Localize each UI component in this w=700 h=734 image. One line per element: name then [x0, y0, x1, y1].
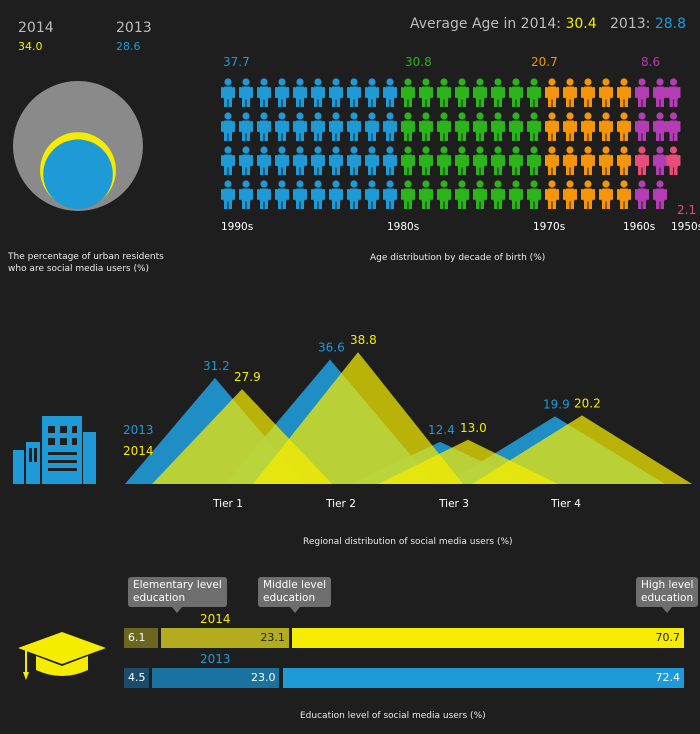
regional-chart: 31.2 36.6 12.4 19.9 27.9 38.8 13.0 20.2 Tier 1 Ti… — [123, 333, 692, 510]
education-bar-label: 23.0 — [250, 671, 276, 684]
decade-label: 1960s — [623, 221, 655, 233]
regional-value-2014: 20.2 — [574, 396, 601, 410]
average-age-2013-label: 2013: — [610, 16, 651, 32]
average-age: Average Age in 2014: 30.4 — [410, 16, 597, 32]
education-caption: Education level of social media users (%… — [300, 711, 486, 721]
regional-legend-2014: 2014 — [123, 444, 154, 458]
education-bar-label: 4.5 — [128, 671, 146, 684]
education-bar-label: 6.1 — [128, 631, 146, 644]
tooltip-high-line2: education — [641, 592, 694, 604]
regional-value-2014: 13.0 — [460, 421, 487, 435]
education-bar-label: 23.1 — [260, 631, 285, 644]
age-distribution-chart: 37.7 30.8 20.7 8.6 2.1 1990s 1980s 1970s 1960s 19… — [221, 55, 700, 233]
education-bar-label: 70.7 — [655, 631, 681, 644]
mountain-labels: 31.2 36.6 12.4 19.9 27.9 38.8 13.0 20.2 Tier 1 Ti… — [203, 333, 601, 510]
decade-label: 1990s — [221, 221, 253, 233]
tooltip-middle: Middle level education — [258, 577, 331, 613]
average-age-2013-value: 28.8 — [654, 16, 686, 32]
decade-label: 1980s — [387, 221, 419, 233]
tooltip-middle-line2: education — [263, 592, 316, 604]
tooltip-middle-line1: Middle level — [263, 579, 326, 591]
age-value-label: 2.1 — [677, 203, 696, 217]
age-value-label: 37.7 — [223, 55, 250, 69]
decade-label: 1950s — [671, 221, 700, 233]
regional-value-2014: 27.9 — [234, 370, 261, 384]
tier-label: Tier 2 — [325, 498, 356, 510]
average-age-label: Average Age in 2014: — [410, 16, 562, 32]
urban-users-caption: The percentage of urban residents who ar… — [8, 251, 164, 275]
tooltip-elementary-line2: education — [133, 592, 186, 604]
education-bar-2013-2: 72.4 — [282, 668, 684, 688]
mountains — [125, 352, 692, 484]
decade-label: 1970s — [533, 221, 565, 233]
education-bar-2013-0: 4.5 — [124, 668, 149, 688]
regional-value-2014: 38.8 — [350, 333, 377, 347]
tooltip-high: High level education — [636, 577, 699, 613]
graduation-cap-icon — [18, 632, 106, 680]
regional-value-2013: 36.6 — [318, 341, 345, 355]
legend-year-2013: 2013 — [116, 20, 152, 36]
education-bar-2014-0: 6.1 — [124, 628, 158, 648]
mountain-2014 — [472, 415, 692, 484]
age-distribution-caption: Age distribution by decade of birth (%) — [370, 253, 546, 263]
education-bar-label: 72.4 — [655, 671, 681, 684]
urban-users-circles — [13, 81, 143, 211]
urban-users-caption-line2: who are social media users (%) — [8, 264, 150, 274]
tier-label: Tier 3 — [438, 498, 469, 510]
regional-legend-2013: 2013 — [123, 423, 154, 437]
average-age-2013: 2013: 28.8 — [610, 16, 686, 32]
education-bar-2014-2: 70.7 — [291, 628, 685, 648]
tier-label: Tier 1 — [212, 498, 243, 510]
education-legend-2014: 2014 — [200, 612, 231, 626]
circle-2013 — [43, 139, 113, 209]
regional-value-2013: 12.4 — [428, 423, 455, 437]
age-value-label: 8.6 — [641, 55, 660, 69]
legend-value-2013: 28.6 — [116, 40, 141, 53]
regional-value-2013: 31.2 — [203, 359, 230, 373]
regional-caption: Regional distribution of social media us… — [303, 537, 513, 547]
mountain-2014 — [253, 352, 463, 484]
tooltip-high-line1: High level — [641, 579, 694, 591]
age-value-label: 20.7 — [531, 55, 558, 69]
average-age-2014: 30.4 — [565, 16, 597, 32]
age-labels: 37.7 30.8 20.7 8.6 2.1 1990s 1980s 1970s 1960s 19… — [221, 55, 700, 233]
legend-year-2014: 2014 — [18, 20, 54, 36]
regional-value-2013: 19.9 — [543, 397, 570, 411]
urban-users-caption-line1: The percentage of urban residents — [8, 252, 164, 262]
age-value-label: 30.8 — [405, 55, 432, 69]
legend-value-2014: 34.0 — [18, 40, 43, 53]
tooltip-elementary-line1: Elementary level — [133, 579, 222, 591]
tier-label: Tier 4 — [550, 498, 581, 510]
education-bar-2013-1: 23.0 — [151, 668, 280, 688]
education-bar-2014-1: 23.1 — [160, 628, 289, 648]
education-legend-2013: 2013 — [200, 652, 231, 666]
buildings-icon — [13, 416, 96, 484]
tooltip-elementary: Elementary level education — [128, 577, 227, 613]
